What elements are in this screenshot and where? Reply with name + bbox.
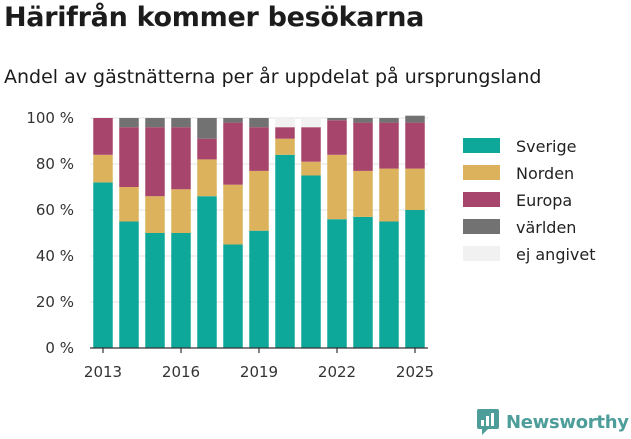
legend-label-världen: världen <box>516 218 576 237</box>
bar-segment-världen-2014 <box>119 118 139 128</box>
bar-segment-världen-2024 <box>379 118 399 123</box>
bar-segment-Norden-2014 <box>119 187 139 222</box>
bar-segment-ej-angivet-2021 <box>301 118 321 128</box>
bar-segment-Sverige-2025 <box>405 210 425 348</box>
legend-label-Norden: Norden <box>516 164 574 183</box>
bar-segment-Sverige-2018 <box>223 244 243 348</box>
y-tick-label: 40 % <box>36 247 74 265</box>
bar-segment-Europa-2020 <box>275 127 295 139</box>
newsworthy-logo-icon <box>477 409 499 435</box>
bar-segment-Sverige-2023 <box>353 216 373 348</box>
bar-segment-världen-2019 <box>249 118 269 128</box>
bar-segment-Norden-2016 <box>171 189 191 233</box>
bar-segment-Europa-2014 <box>119 127 139 187</box>
y-tick-label: 60 % <box>36 201 74 219</box>
bar-segment-Sverige-2021 <box>301 175 321 348</box>
x-tick-label: 2022 <box>318 363 356 381</box>
bar-segment-Norden-2018 <box>223 184 243 245</box>
bar-segment-Norden-2021 <box>301 161 321 176</box>
bar-segment-Europa-2024 <box>379 122 399 169</box>
bar-segment-Europa-2025 <box>405 122 425 169</box>
bar-segment-världen-2017 <box>197 118 217 139</box>
legend-label-Europa: Europa <box>516 191 572 210</box>
bar-segment-Europa-2013 <box>93 118 113 155</box>
x-tick-label: 2019 <box>240 363 278 381</box>
bar-segment-världen-2016 <box>171 118 191 128</box>
bar-segment-Norden-2020 <box>275 138 295 155</box>
bar-segment-Sverige-2013 <box>93 182 113 348</box>
bar-segment-Sverige-2022 <box>327 219 347 348</box>
brand-name: Newsworthy <box>506 411 629 433</box>
bar-segment-Norden-2019 <box>249 170 269 231</box>
bar-segment-världen-2022 <box>327 118 347 121</box>
bar-segment-världen-2025 <box>405 115 425 123</box>
x-tick-label: 2025 <box>396 363 434 381</box>
bar-segment-ej-angivet-2020 <box>275 118 295 128</box>
legend-swatch-Sverige <box>463 138 500 153</box>
y-tick-label: 0 % <box>45 339 74 357</box>
newsworthy-logo: Newsworthy <box>476 408 629 436</box>
y-tick-label: 100 % <box>26 109 74 127</box>
bar-segment-Europa-2022 <box>327 120 347 155</box>
bar-segment-Europa-2017 <box>197 138 217 160</box>
legend-swatch-Europa <box>463 192 500 207</box>
bar-segment-Europa-2023 <box>353 122 373 171</box>
y-tick-label: 20 % <box>36 293 74 311</box>
bar-segment-Europa-2019 <box>249 127 269 171</box>
bar-segment-Norden-2024 <box>379 168 399 222</box>
x-tick-label: 2016 <box>162 363 200 381</box>
chart-subtitle: Andel av gästnätterna per år uppdelat på… <box>4 66 542 88</box>
legend-swatch-ej-angivet <box>463 246 500 261</box>
bar-segment-Norden-2022 <box>327 154 347 220</box>
legend-label-ej-angivet: ej angivet <box>516 245 596 264</box>
bar-segment-Europa-2021 <box>301 127 321 162</box>
bar-segment-Europa-2018 <box>223 122 243 185</box>
legend-swatch-världen <box>463 219 500 234</box>
bar-segment-Sverige-2015 <box>145 233 165 348</box>
legend-swatch-Norden <box>463 165 500 180</box>
bar-segment-världen-2015 <box>145 118 165 128</box>
legend-label-Sverige: Sverige <box>516 137 577 156</box>
x-tick-label: 2013 <box>84 363 122 381</box>
bar-segment-Sverige-2017 <box>197 196 217 348</box>
bar-segment-Norden-2023 <box>353 170 373 217</box>
y-tick-label: 80 % <box>36 155 74 173</box>
bar-segment-Sverige-2014 <box>119 221 139 348</box>
bar-segment-Sverige-2016 <box>171 233 191 348</box>
bar-segment-Europa-2015 <box>145 127 165 197</box>
bar-segment-världen-2023 <box>353 118 373 123</box>
bar-segment-Europa-2016 <box>171 127 191 190</box>
bar-segment-Sverige-2024 <box>379 221 399 348</box>
bar-segment-världen-2018 <box>223 118 243 123</box>
bar-segment-Norden-2015 <box>145 196 165 233</box>
bar-segment-Norden-2025 <box>405 168 425 210</box>
bar-segment-Norden-2013 <box>93 154 113 183</box>
bar-segment-Norden-2017 <box>197 159 217 197</box>
chart-title: Härifrån kommer besökarna <box>4 2 425 33</box>
bar-segment-Sverige-2019 <box>249 230 269 348</box>
bar-segment-Sverige-2020 <box>275 154 295 348</box>
